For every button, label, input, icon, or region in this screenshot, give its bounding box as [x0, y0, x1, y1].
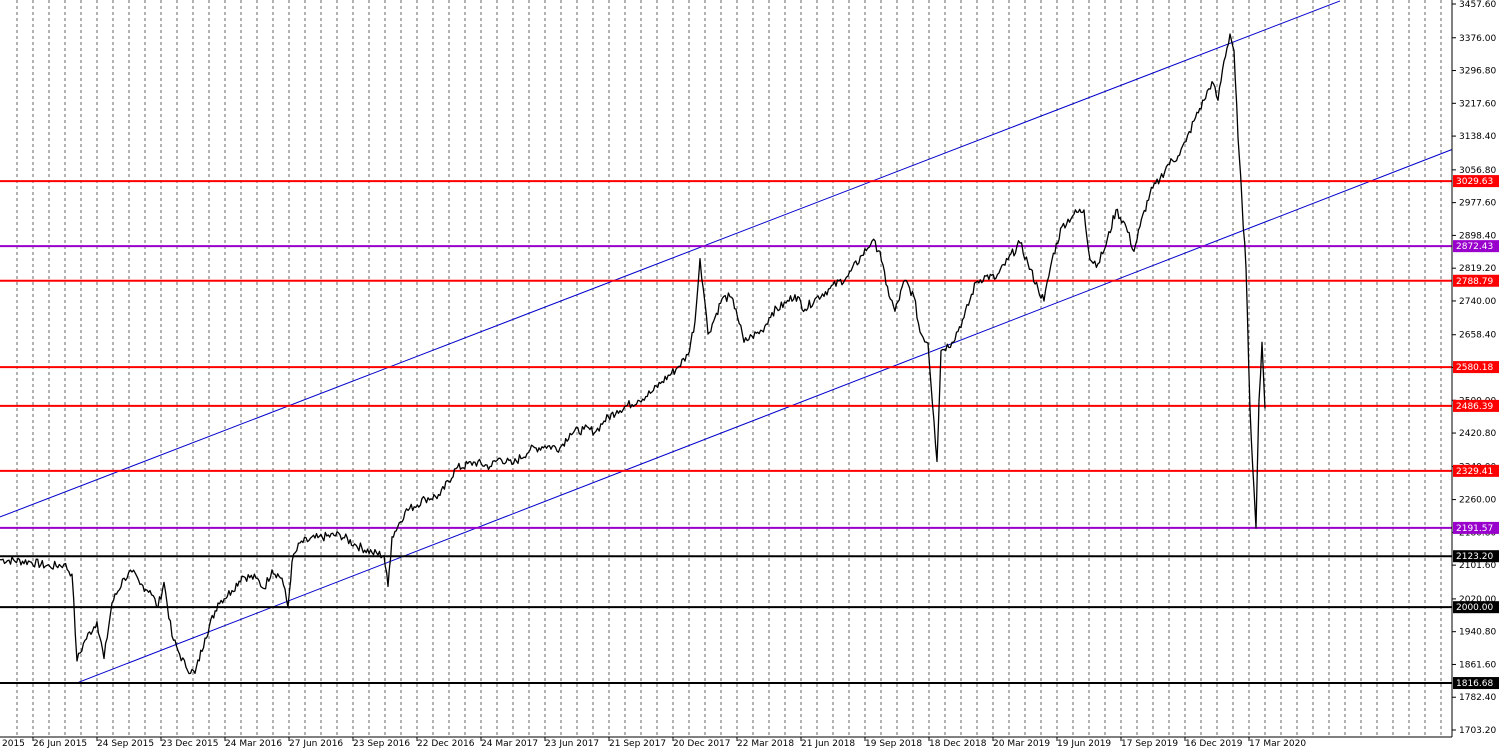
x-tick-label: 17 Sep 2019 [1121, 739, 1178, 749]
channel-lower-line [75, 149, 1453, 684]
y-tick-label: 1782.40 [1459, 693, 1496, 703]
x-tick-label: 24 Sep 2015 [97, 739, 154, 749]
level-tag [1453, 521, 1499, 534]
x-tick-label: 23 Dec 2015 [161, 739, 219, 749]
level-tag [1453, 677, 1499, 690]
x-tick-label: 27 Jun 2016 [289, 739, 343, 749]
x-tick-label: 20 Mar 2019 [993, 739, 1050, 749]
grid-layer [16, 0, 1442, 737]
y-tick-label: 3457.60 [1459, 0, 1496, 10]
y-tick-label: 2740.00 [1459, 297, 1496, 307]
trend-channel [0, 0, 1453, 684]
level-tag-label: 2788.79 [1456, 277, 1493, 287]
y-tick-label: 2819.20 [1459, 264, 1496, 274]
y-tick-label: 3138.40 [1459, 132, 1496, 142]
level-tag [1453, 464, 1499, 477]
x-tick-label: 26 Jun 2015 [33, 739, 87, 749]
level-tag [1453, 361, 1499, 374]
level-tag-label: 2000.00 [1456, 603, 1493, 613]
y-tick-label: 3296.80 [1459, 67, 1496, 77]
level-tag [1453, 399, 1499, 412]
x-tick-label: 2015 [2, 739, 25, 749]
level-tag-label: 3029.63 [1456, 177, 1493, 187]
level-tag [1453, 601, 1499, 614]
y-tick-label: 2420.80 [1459, 429, 1496, 439]
x-tick-label: 16 Dec 2019 [1185, 739, 1243, 749]
level-tag [1453, 550, 1499, 563]
x-tick-label: 19 Jun 2019 [1057, 739, 1111, 749]
y-tick-label: 3217.60 [1459, 99, 1496, 109]
x-tick-label: 18 Dec 2018 [929, 739, 987, 749]
y-tick-label: 2020.00 [1459, 595, 1496, 605]
x-tick-label: 24 Mar 2016 [225, 739, 282, 749]
x-tick-label: 22 Mar 2018 [737, 739, 794, 749]
series-line-0 [0, 33, 1266, 675]
y-tick-label: 2101.60 [1459, 561, 1496, 571]
level-tag-label: 2872.43 [1456, 242, 1493, 252]
y-tick-label: 1703.20 [1459, 726, 1496, 736]
y-tick-label: 2260.00 [1459, 496, 1496, 506]
level-tag [1453, 274, 1499, 287]
x-tick-label: 23 Jun 2017 [545, 739, 599, 749]
x-tick-label: 23 Sep 2016 [353, 739, 410, 749]
level-tag-label: 1816.68 [1456, 679, 1493, 689]
y-tick-label: 2898.40 [1459, 231, 1496, 241]
level-tag-label: 2329.41 [1456, 467, 1493, 477]
channel-upper-line [0, 0, 1341, 518]
x-tick-label: 19 Sep 2018 [865, 739, 922, 749]
x-tick-label: 20 Dec 2017 [673, 739, 731, 749]
level-tag-label: 2123.20 [1456, 552, 1493, 562]
level-tag-label: 2580.18 [1456, 363, 1493, 373]
y-tick-label: 3056.80 [1459, 166, 1496, 176]
y-tick-label: 2658.40 [1459, 331, 1496, 341]
y-tick-label: 3376.00 [1459, 34, 1496, 44]
x-tick-label: 21 Sep 2017 [609, 739, 666, 749]
horizontal-levels [0, 180, 1452, 685]
y-tick-label: 1940.80 [1459, 628, 1496, 638]
level-tag-label: 2486.39 [1456, 402, 1493, 412]
x-tick-label: 21 Jun 2018 [801, 739, 855, 749]
level-tag [1453, 240, 1499, 253]
level-tag [1453, 175, 1499, 188]
x-tick-label: 17 Mar 2020 [1249, 739, 1306, 749]
y-tick-label: 2977.60 [1459, 199, 1496, 209]
price-series [0, 33, 1266, 675]
y-tick-label: 1861.60 [1459, 660, 1496, 670]
x-tick-label: 24 Mar 2017 [481, 739, 538, 749]
level-tag-label: 2191.57 [1456, 524, 1493, 534]
x-tick-label: 22 Dec 2016 [417, 739, 475, 749]
level-tags: 3029.63 2872.43 2788.79 2580.18 2486.39 2329.… [1453, 175, 1499, 690]
